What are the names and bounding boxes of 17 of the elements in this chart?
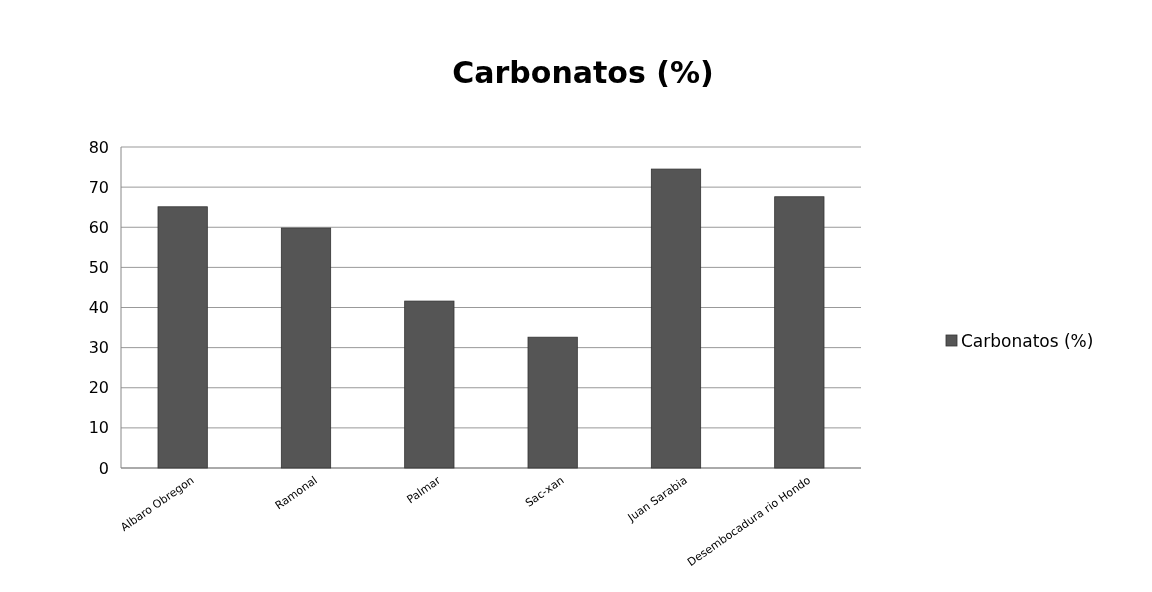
chart-title: Carbonatos (%) [452,55,714,90]
y-tick-label: 30 [88,338,109,358]
y-tick-label: 0 [98,458,109,478]
bar [527,336,578,469]
bar [774,196,825,469]
bar [404,300,455,469]
bar [157,206,208,469]
y-tick-label: 80 [88,137,109,157]
bar [650,168,702,469]
legend-label: Carbonatos (%) [961,330,1094,351]
bar [280,227,332,469]
y-tick-label: 10 [88,418,109,438]
y-tick-label: 60 [88,217,109,237]
y-tick-label: 40 [88,298,109,318]
y-tick-label: 70 [88,177,109,197]
y-tick-label: 20 [88,378,109,398]
y-tick-label: 50 [88,257,109,277]
